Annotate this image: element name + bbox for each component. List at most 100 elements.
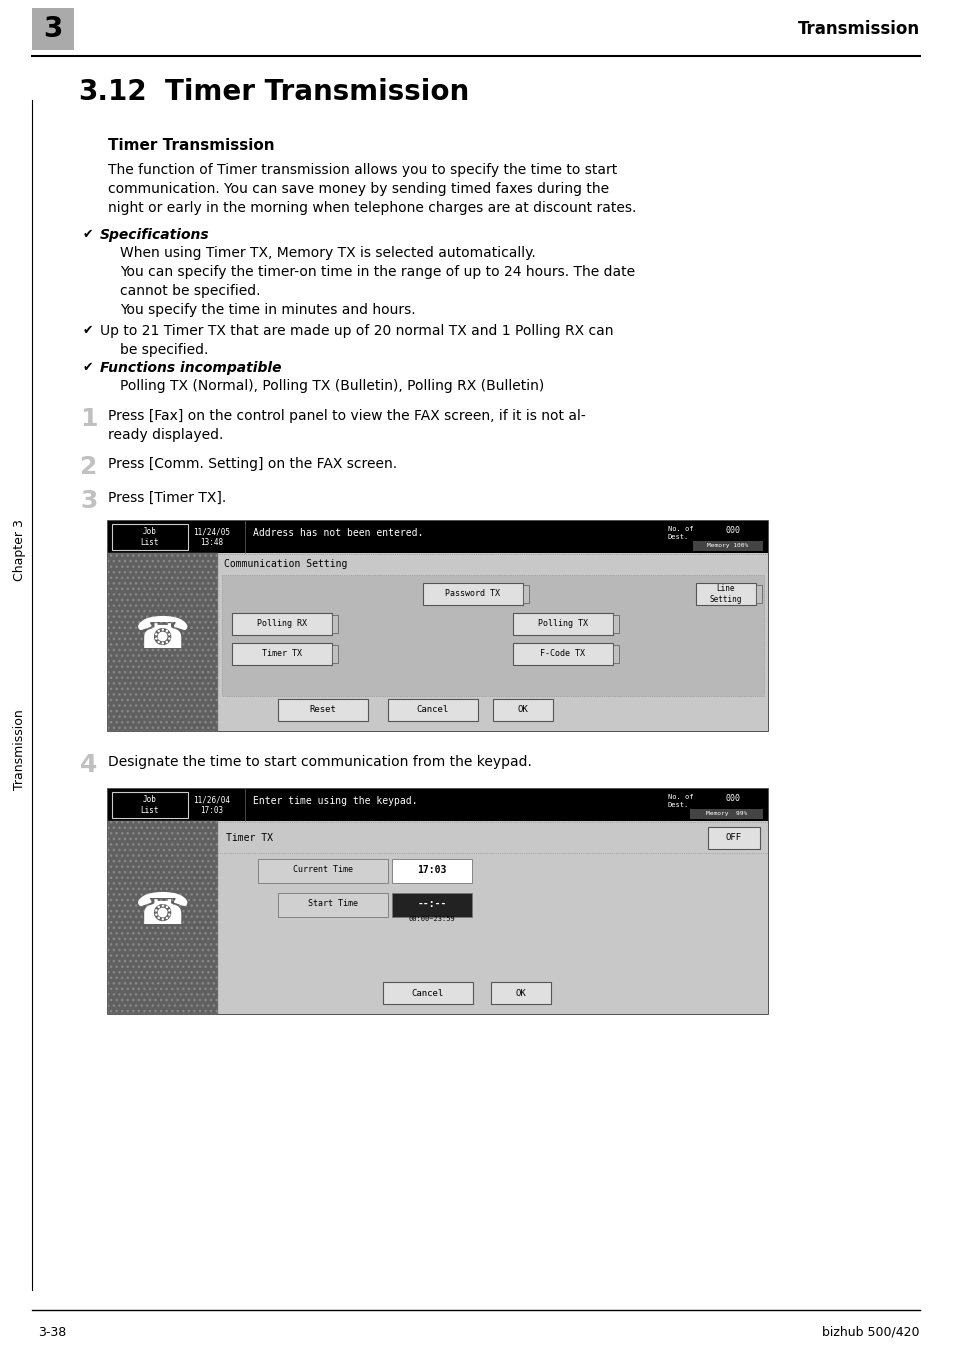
Text: F-Code TX: F-Code TX bbox=[540, 649, 585, 658]
Text: Press [Timer TX].: Press [Timer TX]. bbox=[108, 491, 226, 506]
Text: Job
List: Job List bbox=[141, 527, 159, 548]
Bar bbox=[696, 583, 755, 604]
Text: Timer Transmission: Timer Transmission bbox=[165, 78, 469, 105]
Text: ✔: ✔ bbox=[83, 324, 93, 337]
Bar bbox=[493, 699, 553, 721]
Bar bbox=[388, 699, 477, 721]
Text: ✔: ✔ bbox=[83, 361, 93, 375]
Bar bbox=[692, 541, 762, 552]
Text: Functions incompatible: Functions incompatible bbox=[100, 361, 281, 375]
Bar bbox=[422, 583, 522, 604]
Text: Transmission: Transmission bbox=[13, 710, 27, 791]
Bar bbox=[277, 699, 368, 721]
Bar bbox=[332, 645, 337, 662]
Bar bbox=[108, 821, 218, 1014]
Bar bbox=[277, 894, 388, 917]
Bar bbox=[108, 790, 767, 1014]
Bar bbox=[222, 575, 763, 696]
Text: 11/24/05
13:48: 11/24/05 13:48 bbox=[193, 527, 231, 546]
Bar bbox=[108, 553, 218, 731]
Text: 2: 2 bbox=[80, 456, 97, 479]
Text: Up to 21 Timer TX that are made up of 20 normal TX and 1 Polling RX can: Up to 21 Timer TX that are made up of 20… bbox=[100, 324, 613, 338]
Bar bbox=[108, 790, 767, 821]
Bar bbox=[32, 8, 74, 50]
Bar bbox=[108, 553, 218, 731]
Bar bbox=[382, 982, 473, 1005]
Bar bbox=[392, 894, 472, 917]
Text: Timer Transmission: Timer Transmission bbox=[108, 138, 274, 153]
Bar bbox=[522, 585, 529, 603]
Bar bbox=[218, 821, 767, 1014]
Text: 3-38: 3-38 bbox=[38, 1325, 66, 1338]
Text: Reset: Reset bbox=[309, 706, 336, 714]
Text: ☎: ☎ bbox=[135, 890, 191, 933]
Bar bbox=[108, 521, 767, 731]
Text: Polling RX: Polling RX bbox=[256, 619, 307, 629]
Text: No. of: No. of bbox=[667, 526, 693, 531]
Text: Press [Comm. Setting] on the FAX screen.: Press [Comm. Setting] on the FAX screen. bbox=[108, 457, 396, 470]
Text: Polling TX (Normal), Polling TX (Bulletin), Polling RX (Bulletin): Polling TX (Normal), Polling TX (Bulleti… bbox=[120, 379, 543, 393]
Text: communication. You can save money by sending timed faxes during the: communication. You can save money by sen… bbox=[108, 183, 608, 196]
Text: Dest.: Dest. bbox=[667, 802, 688, 808]
Text: You can specify the timer-on time in the range of up to 24 hours. The date: You can specify the timer-on time in the… bbox=[120, 265, 635, 279]
Text: No. of: No. of bbox=[667, 794, 693, 800]
Text: Password TX: Password TX bbox=[445, 589, 500, 599]
Bar bbox=[112, 792, 188, 818]
Text: 1: 1 bbox=[80, 407, 97, 431]
Text: OK: OK bbox=[517, 706, 528, 714]
Text: 3: 3 bbox=[80, 489, 97, 512]
Text: Start Time: Start Time bbox=[308, 899, 357, 909]
Text: Timer TX: Timer TX bbox=[262, 649, 302, 658]
Text: cannot be specified.: cannot be specified. bbox=[120, 284, 260, 297]
Text: ready displayed.: ready displayed. bbox=[108, 429, 223, 442]
Bar bbox=[232, 612, 332, 635]
Text: Chapter 3: Chapter 3 bbox=[13, 519, 27, 581]
Text: ☎: ☎ bbox=[135, 615, 191, 657]
Text: OK: OK bbox=[515, 988, 526, 998]
Text: night or early in the morning when telephone charges are at discount rates.: night or early in the morning when telep… bbox=[108, 201, 636, 215]
Bar bbox=[108, 821, 218, 1014]
Text: Designate the time to start communication from the keypad.: Designate the time to start communicatio… bbox=[108, 754, 532, 769]
Bar bbox=[613, 645, 618, 662]
Text: Transmission: Transmission bbox=[797, 20, 919, 38]
Text: Cancel: Cancel bbox=[416, 706, 449, 714]
Text: You specify the time in minutes and hours.: You specify the time in minutes and hour… bbox=[120, 303, 416, 316]
Text: Job
List: Job List bbox=[141, 795, 159, 815]
Bar bbox=[112, 525, 188, 550]
Bar bbox=[755, 585, 761, 603]
Text: ✔: ✔ bbox=[83, 228, 93, 241]
Text: OFF: OFF bbox=[725, 833, 741, 842]
Text: 000: 000 bbox=[724, 794, 740, 803]
Text: 3: 3 bbox=[43, 15, 63, 43]
Text: Communication Setting: Communication Setting bbox=[224, 558, 347, 569]
Text: When using Timer TX, Memory TX is selected automatically.: When using Timer TX, Memory TX is select… bbox=[120, 246, 536, 260]
Text: 4: 4 bbox=[80, 753, 97, 777]
Text: Cancel: Cancel bbox=[412, 988, 444, 998]
Text: Current Time: Current Time bbox=[293, 865, 353, 875]
Bar bbox=[332, 615, 337, 633]
Text: be specified.: be specified. bbox=[120, 343, 208, 357]
Bar bbox=[513, 612, 613, 635]
Text: Enter time using the keypad.: Enter time using the keypad. bbox=[253, 796, 417, 806]
Text: --:--: --:-- bbox=[416, 899, 446, 909]
Bar bbox=[613, 615, 618, 633]
Bar bbox=[707, 827, 760, 849]
Text: Memory 100%: Memory 100% bbox=[706, 544, 748, 549]
Bar bbox=[491, 982, 551, 1005]
Text: Address has not been entered.: Address has not been entered. bbox=[253, 529, 423, 538]
Text: The function of Timer transmission allows you to specify the time to start: The function of Timer transmission allow… bbox=[108, 164, 617, 177]
Text: Specifications: Specifications bbox=[100, 228, 210, 242]
Bar bbox=[218, 553, 767, 731]
Text: Timer TX: Timer TX bbox=[226, 833, 273, 844]
Bar bbox=[513, 644, 613, 665]
Text: Polling TX: Polling TX bbox=[537, 619, 587, 629]
Text: bizhub 500/420: bizhub 500/420 bbox=[821, 1325, 919, 1338]
Text: 11/26/04
17:03: 11/26/04 17:03 bbox=[193, 795, 231, 815]
Bar bbox=[689, 808, 762, 819]
Text: Line
Setting: Line Setting bbox=[709, 584, 741, 604]
Bar bbox=[257, 859, 388, 883]
Text: 000: 000 bbox=[724, 526, 740, 535]
Bar bbox=[392, 859, 472, 883]
Text: Memory  99%: Memory 99% bbox=[705, 811, 747, 817]
Text: Dest.: Dest. bbox=[667, 534, 688, 539]
